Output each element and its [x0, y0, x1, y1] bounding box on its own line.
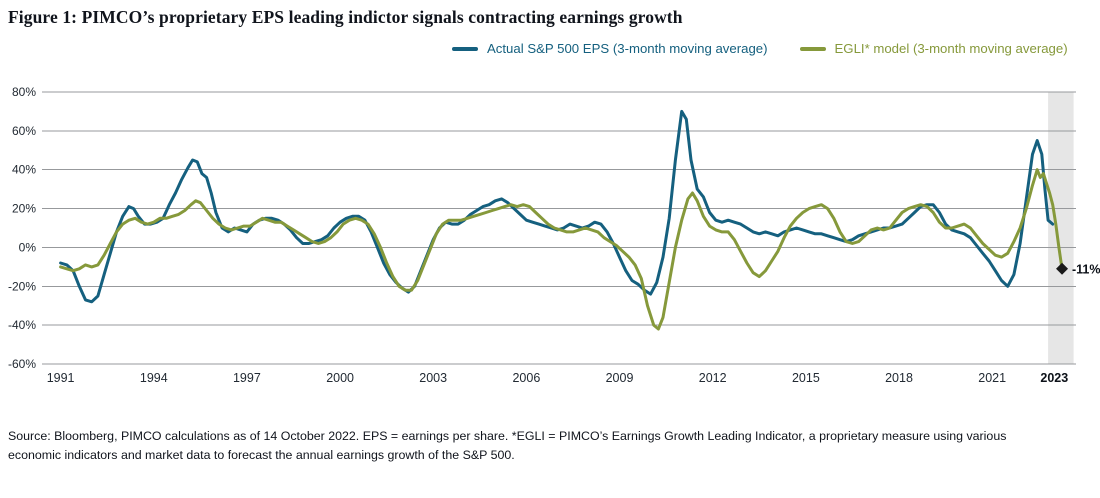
- x-axis-tick-label: 2009: [606, 371, 634, 385]
- y-axis-tick-label: 20%: [12, 202, 36, 216]
- y-axis-tick-label: -20%: [8, 279, 36, 293]
- x-axis-tick-label: 2000: [326, 371, 354, 385]
- figure-title: Figure 1: PIMCO’s proprietary EPS leadin…: [8, 7, 683, 27]
- legend-item: Actual S&P 500 EPS (3-month moving avera…: [452, 41, 768, 56]
- x-axis-tick-label: 1994: [140, 371, 168, 385]
- x-axis-tick-label: 2021: [978, 371, 1006, 385]
- x-axis-tick-label: 1997: [233, 371, 261, 385]
- y-axis-tick-label: -40%: [8, 318, 36, 332]
- eps-chart-svg: 80% 60% 40% 20% 0% -20% -40% -60% 1991 1994 1997 20…: [8, 85, 1100, 385]
- x-axis-tick-label: 1991: [47, 371, 75, 385]
- end-marker-diamond-icon: [1056, 262, 1069, 275]
- legend-label-egli-model: EGLI* model (3-month moving average): [834, 41, 1068, 56]
- legend-item: EGLI* model (3-month moving average): [799, 41, 1068, 56]
- x-axis-tick-label: 2018: [885, 371, 913, 385]
- legend-swatch-actual-eps-icon: [452, 46, 478, 51]
- forecast-band: [1048, 92, 1074, 364]
- x-axis-tick-label: 2015: [792, 371, 820, 385]
- source-note-line2: economic indicators and market data to f…: [8, 447, 515, 462]
- x-axis-tick-label: 2003: [419, 371, 447, 385]
- source-note-line1: Source: Bloomberg, PIMCO calculations as…: [8, 429, 1007, 443]
- x-axis-tick-label: 2012: [699, 371, 727, 385]
- x-axis-tick-label: 2006: [512, 371, 540, 385]
- y-axis-tick-label: 80%: [12, 85, 36, 99]
- y-axis-tick-label: 40%: [12, 163, 36, 177]
- end-marker-value-label: -11%: [1072, 262, 1100, 276]
- legend-label-actual-eps: Actual S&P 500 EPS (3-month moving avera…: [487, 41, 768, 56]
- x-axis-tick-label: 2023: [1040, 371, 1068, 385]
- y-axis-tick-label: 0%: [19, 240, 37, 254]
- series-line-actual-sp500-eps: [59, 109, 1055, 304]
- legend-swatch-egli-model-icon: [799, 46, 826, 51]
- y-axis-tick-label: 60%: [12, 124, 36, 138]
- chart-legend: Actual S&P 500 EPS (3-month moving avera…: [452, 41, 1068, 56]
- series-line-egli-model: [59, 168, 1064, 331]
- y-axis-tick-label: -60%: [8, 357, 36, 371]
- source-note: Source: Bloomberg, PIMCO calculations as…: [8, 427, 1006, 464]
